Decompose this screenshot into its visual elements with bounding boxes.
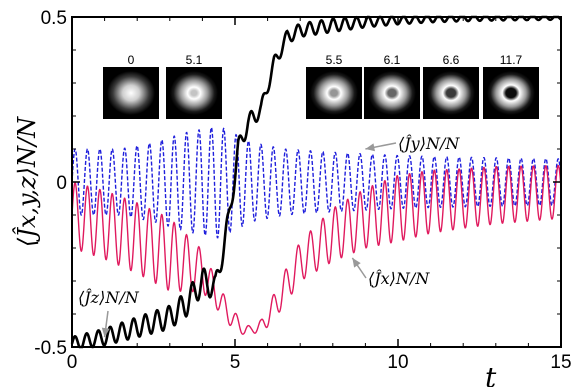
inset-time-label: 5.5: [326, 53, 343, 67]
inset-time-label: 0: [128, 53, 135, 67]
y-tick-label: -0.5: [34, 338, 67, 359]
density-inset-cloud: [487, 71, 535, 115]
x-axis-title: t: [485, 361, 497, 387]
density-inset-cloud: [107, 71, 155, 115]
ticks: 0 5 10 15-0.500.5: [34, 8, 571, 373]
x-tick-label: 10: [387, 352, 408, 373]
inset-time-label: 11.7: [500, 53, 523, 67]
density-inset-cloud: [368, 71, 416, 115]
annotations: ⟨Ĵy⟩N/N ⟨Ĵx⟩N/N ⟨Ĵz⟩N/N: [78, 134, 460, 338]
series-line-3: [71, 164, 562, 335]
inset-time-label: 6.6: [443, 53, 460, 67]
x-tick-label: 5: [230, 352, 241, 373]
series-line-1: [70, 15, 562, 349]
y-tick-label: 0.5: [41, 8, 67, 29]
annotation-label: ⟨Ĵy⟩N/N: [398, 134, 460, 153]
y-axis-title: ⟨Ĵx,y,z⟩N/N: [12, 116, 41, 247]
annotation-arrow-head: [365, 143, 376, 152]
annotation-arrow-head: [101, 327, 110, 338]
density-inset-cloud: [427, 71, 475, 115]
insets: 0 5.1 5.5 6.1 6.6 11.7: [103, 53, 539, 119]
series-line-2: [71, 126, 562, 239]
inset-time-label: 6.1: [384, 53, 401, 67]
x-tick-label: 15: [550, 352, 571, 373]
inset-time-label: 5.1: [186, 53, 203, 67]
annotation-label: ⟨Ĵx⟩N/N: [368, 269, 430, 288]
series-layer: [70, 15, 562, 349]
annotation-label: ⟨Ĵz⟩N/N: [78, 288, 140, 307]
density-inset-cloud: [310, 71, 358, 115]
density-inset-cloud: [170, 71, 218, 115]
y-tick-label: 0: [56, 173, 67, 194]
annotation-arrow-head: [352, 257, 361, 268]
x-tick-label: 0: [67, 352, 78, 373]
